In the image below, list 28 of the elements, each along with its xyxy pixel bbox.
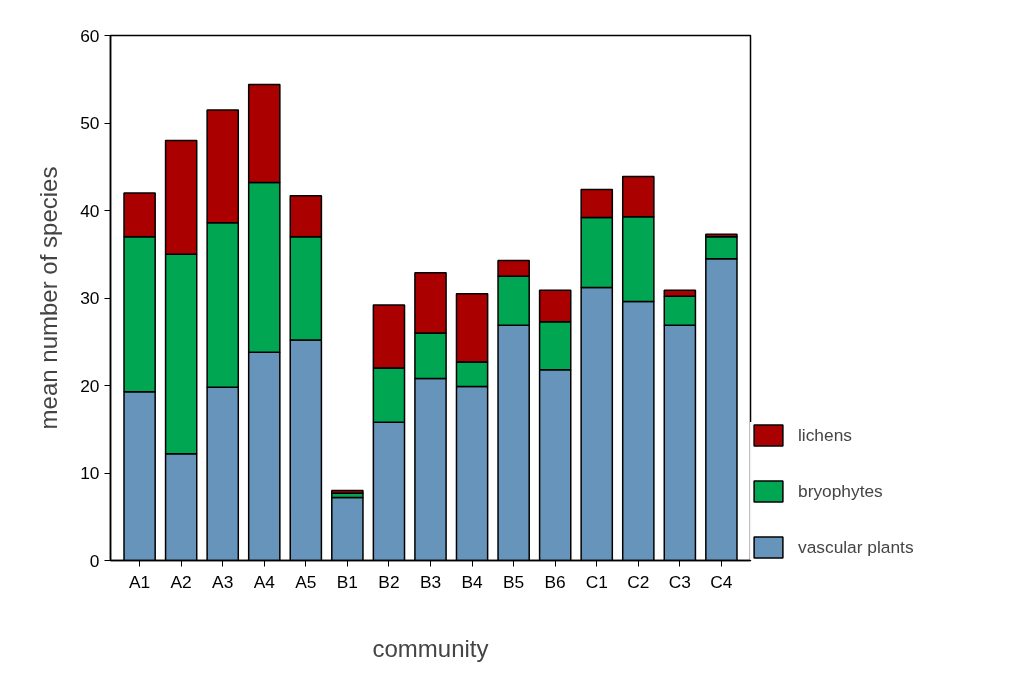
x-tick-label: B4 bbox=[461, 571, 484, 592]
x-tick-label: B1 bbox=[336, 571, 358, 592]
x-tick-label: B6 bbox=[544, 571, 566, 592]
x-tick-label: A2 bbox=[170, 571, 192, 592]
bar bbox=[331, 489, 364, 494]
y-tick-label: 0 bbox=[89, 550, 100, 571]
y-tick-label: 60 bbox=[80, 25, 100, 46]
y-tick-label: 50 bbox=[80, 113, 100, 133]
x-tick-label: A1 bbox=[128, 571, 151, 592]
legend-label: bryophytes bbox=[798, 480, 883, 502]
x-tick-label: B5 bbox=[503, 571, 525, 592]
x-tick-label: A5 bbox=[295, 571, 317, 592]
legend-label: lichens bbox=[798, 424, 852, 446]
x-axis-title: community bbox=[372, 634, 489, 662]
x-tick-label: A4 bbox=[253, 571, 276, 592]
x-tick-label: C3 bbox=[668, 571, 691, 592]
x-tick-label: C4 bbox=[710, 571, 733, 592]
x-tick-label: B3 bbox=[419, 571, 442, 592]
y-tick-label: 20 bbox=[80, 375, 100, 396]
y-tick-label: 10 bbox=[80, 463, 100, 483]
x-tick-label: C1 bbox=[585, 571, 608, 592]
x-tick-label: B2 bbox=[378, 571, 400, 592]
x-tick-label: A3 bbox=[212, 571, 234, 592]
legend-label: vascular plants bbox=[798, 536, 914, 558]
y-tick-label: 30 bbox=[80, 288, 100, 308]
x-tick-label: C2 bbox=[627, 571, 650, 592]
y-axis-title: mean number of species bbox=[35, 166, 63, 430]
y-tick-label: 40 bbox=[80, 200, 100, 221]
